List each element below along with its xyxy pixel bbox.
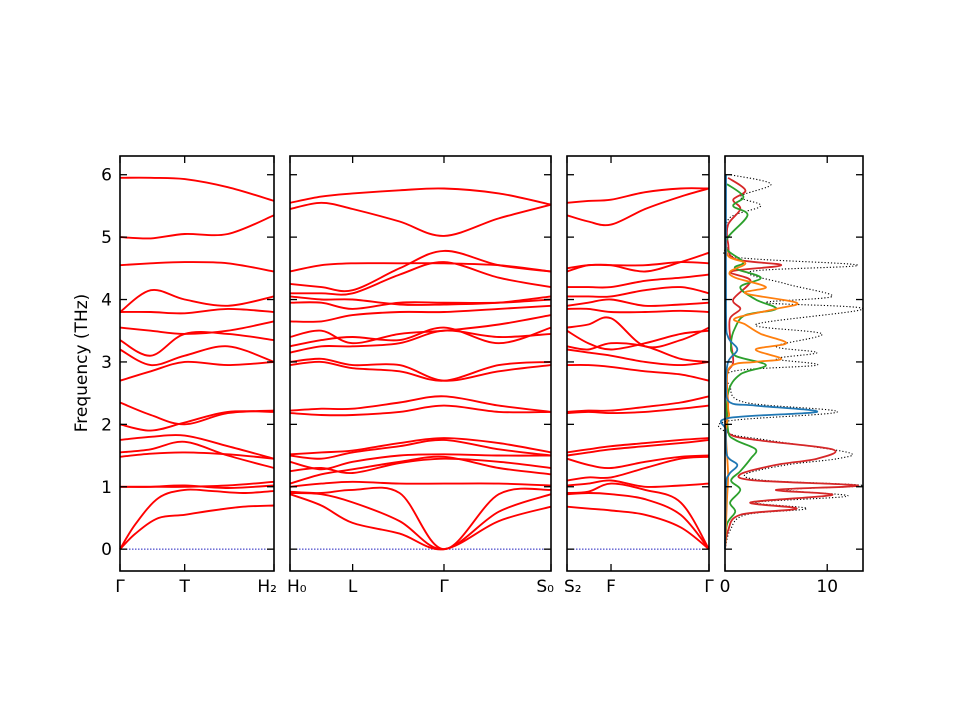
phonon-band-6	[119, 434, 275, 460]
phonon-band-8	[566, 404, 710, 415]
phonon-band-22	[566, 187, 710, 204]
panel-frame	[566, 155, 710, 572]
kpoint-label: Γ	[115, 577, 125, 597]
kpoint-label: S₀	[536, 577, 554, 597]
phonon-band-5	[289, 457, 552, 475]
phonon-band-17	[119, 176, 275, 202]
dos-panel: 0 10	[717, 155, 864, 597]
phonon-band-15	[119, 261, 275, 273]
phonon-band-23	[289, 187, 552, 206]
phonon-band-4	[119, 451, 275, 460]
phonon-band-1	[566, 492, 710, 550]
kpoint-label: S₂	[564, 577, 582, 597]
phonon-band-5	[119, 440, 275, 469]
phonon-band-10	[566, 363, 710, 382]
dos-curve-2	[724, 183, 778, 550]
phonon-band-4	[566, 455, 710, 482]
phonon-band-1	[289, 492, 552, 551]
phonon-band-14	[289, 326, 552, 348]
y-tick-label: 4	[101, 291, 112, 311]
y-tick-label: 0	[101, 540, 112, 560]
y-tick-label: 2	[101, 415, 112, 435]
y-tick-label: 3	[101, 353, 112, 373]
panel-frame	[119, 155, 275, 572]
kpoint-label: Γ	[704, 577, 714, 597]
phonon-band-13	[119, 307, 275, 315]
band-panel-h0-l-gamma-s0: H₀ L Γ S₀	[287, 155, 554, 597]
phonon-band-14	[566, 316, 710, 349]
phonon-band-21	[289, 262, 552, 273]
phonon-band-20	[566, 251, 710, 273]
phonon-band-13	[566, 329, 710, 351]
phonon-band-16	[289, 304, 552, 323]
dos-curve-3	[724, 236, 799, 550]
phonon-band-21	[566, 187, 710, 227]
phonon-band-15	[566, 307, 710, 314]
phonon-band-19	[566, 261, 710, 273]
phonon-band-7	[566, 437, 710, 454]
phonon-band-9	[289, 404, 552, 417]
phonon-band-11	[566, 348, 710, 367]
phonon-band-8	[119, 401, 275, 426]
kpoint-label: H₀	[287, 577, 307, 597]
dos-curve-4	[719, 174, 818, 550]
panel-frame	[289, 155, 552, 572]
phonon-band-7	[289, 438, 552, 460]
phonon-band-9	[566, 395, 710, 413]
phonon-band-10	[119, 345, 275, 367]
phonon-band-0	[566, 505, 710, 550]
phonon-band-15	[289, 314, 552, 345]
kpoint-label: F	[606, 577, 616, 597]
kpoint-label: T	[178, 577, 190, 597]
dos-x-tick-label: 10	[816, 577, 838, 597]
phonon-band-1	[119, 488, 275, 550]
phonon-band-7	[119, 410, 275, 432]
phonon-band-2	[289, 486, 552, 551]
phonon-band-3	[566, 479, 710, 488]
phonon-band-16	[119, 214, 275, 240]
dos-curve-0	[717, 174, 864, 550]
phonon-band-9	[119, 360, 275, 382]
phonon-band-6	[566, 438, 710, 457]
dos-frame	[724, 155, 864, 572]
phonon-band-3	[120, 480, 275, 488]
phonon-band-5	[566, 454, 710, 470]
phonon-band-18	[567, 273, 710, 289]
phonon-band-4	[289, 455, 552, 485]
kpoint-label: H₂	[257, 577, 277, 597]
phonon-band-19	[290, 261, 552, 296]
phonon-band-6	[289, 453, 552, 471]
band-panel-s2-f-gamma: S₂ F Γ	[564, 155, 714, 597]
phonon-band-10	[289, 395, 552, 413]
kpoint-label: L	[348, 577, 358, 597]
phonon-band-22	[289, 201, 552, 237]
phonon-band-3	[289, 480, 552, 488]
phonon-band-20	[289, 249, 552, 293]
phonon-band-8	[289, 437, 552, 456]
phonon-band-12	[566, 342, 710, 363]
y-tick-label: 6	[101, 166, 112, 186]
phonon-band-13	[289, 329, 552, 354]
y-tick-label: 5	[101, 228, 112, 248]
phonon-band-14	[119, 288, 275, 313]
phonon-band-16	[566, 298, 710, 307]
kpoint-label: Γ	[439, 577, 449, 597]
phonon-band-12	[289, 357, 552, 382]
dos-x-tick-label: 0	[720, 577, 731, 597]
y-tick-label: 1	[101, 478, 112, 498]
phonon-band-12	[119, 320, 275, 335]
phonon-band-2	[566, 482, 710, 550]
phonon-band-17	[567, 286, 710, 298]
phonon-band-0	[119, 504, 275, 550]
phonon-band-0	[289, 493, 552, 551]
phonon-band-18	[289, 295, 552, 306]
phonon-band-11	[289, 360, 552, 382]
y-axis-label: Frequency (THz)	[72, 294, 92, 433]
band-panel-gamma-t-h2: Γ T H₂ 0 1 2 3 4 5 6	[101, 155, 277, 597]
